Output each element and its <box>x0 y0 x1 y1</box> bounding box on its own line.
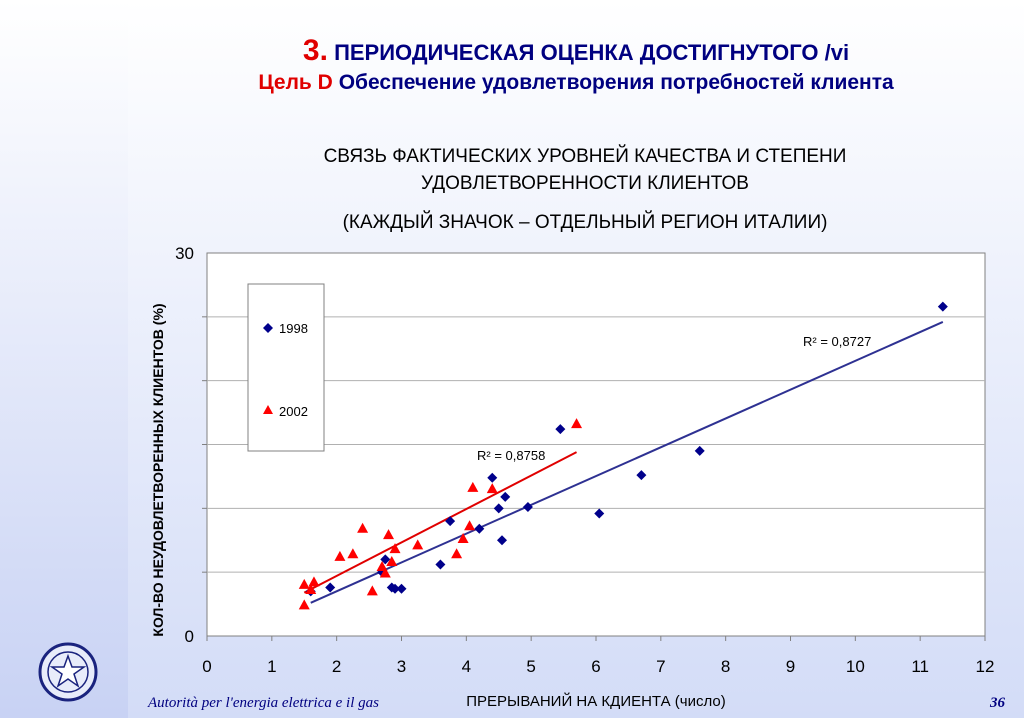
point-1998 <box>380 554 391 565</box>
x-tick-label: 11 <box>911 657 929 676</box>
legend-label-2002: 2002 <box>279 404 308 419</box>
footer-organization: Autorità per l'energia elettrica e il ga… <box>148 695 379 711</box>
x-tick-label: 9 <box>786 657 795 676</box>
point-2002 <box>457 532 469 543</box>
y-tick-label: 30 <box>175 244 194 263</box>
point-1998 <box>496 535 507 546</box>
subtitle-line-2: УДОВЛЕТВОРЕННОСТИ КЛИЕНТОВ <box>421 173 749 194</box>
y-tick-label: 0 <box>185 627 194 646</box>
grid-lines <box>207 316 985 573</box>
point-2002 <box>308 576 320 587</box>
trendline-2002 <box>303 451 578 594</box>
point-2002 <box>486 483 498 494</box>
point-1998 <box>522 502 533 513</box>
x-tick-label: 12 <box>976 657 995 676</box>
r2-label-2002: R² = 0,8758 <box>477 448 545 463</box>
x-tick-label: 4 <box>462 657 471 676</box>
point-1998 <box>937 301 948 312</box>
point-2002 <box>379 567 391 578</box>
heading-title: ПЕРИОДИЧЕСКАЯ ОЦЕНКА ДОСТИГНУТОГО /vi <box>334 40 850 65</box>
x-tick-label: 7 <box>656 657 665 676</box>
goal-prefix: Цель D <box>258 71 333 94</box>
heading-line-1: 3. ПЕРИОДИЧЕСКАЯ ОЦЕНКА ДОСТИГНУТОГО /vi <box>128 36 1024 68</box>
point-2002 <box>386 555 398 566</box>
point-1998 <box>555 424 566 435</box>
subtitle-line-1: СВЯЗЬ ФАКТИЧЕСКИХ УРОВНЕЙ КАЧЕСТВА И СТЕ… <box>323 146 847 167</box>
point-2002 <box>383 529 395 540</box>
page-number: 36 <box>990 695 1005 711</box>
point-1998 <box>493 503 504 514</box>
legend-marker-2002-triangle-icon <box>263 405 273 414</box>
point-1998 <box>396 583 407 594</box>
point-1998 <box>474 523 485 534</box>
point-2002 <box>357 522 369 533</box>
point-1998 <box>500 491 511 502</box>
point-2002 <box>412 539 424 550</box>
x-tick-label: 10 <box>846 657 865 676</box>
point-1998 <box>487 472 498 483</box>
slide-heading: 3. ПЕРИОДИЧЕСКАЯ ОЦЕНКА ДОСТИГНУТОГО /vi… <box>128 36 1024 98</box>
point-2002 <box>298 578 310 589</box>
x-tick-label: 0 <box>202 657 211 676</box>
x-axis-label: ПРЕРЫВАНИЙ НА КДИЕНТА (число) <box>466 692 725 710</box>
republic-emblem-icon <box>38 642 98 702</box>
point-1998 <box>594 508 605 519</box>
point-2002 <box>451 548 463 559</box>
point-2002 <box>305 584 317 595</box>
left-decorative-stripe <box>0 0 128 718</box>
heading-line-2: Цель D Обеспечение удовлетворения потреб… <box>128 68 1024 98</box>
point-1998 <box>694 445 705 456</box>
legend-marker-1998-diamond-icon <box>263 323 273 333</box>
x-tick-label: 1 <box>267 657 276 676</box>
trendlines <box>303 321 944 604</box>
point-1998 <box>390 583 401 594</box>
x-tick-label: 6 <box>591 657 600 676</box>
point-1998 <box>435 559 446 570</box>
point-2002 <box>366 585 378 596</box>
axis-ticks <box>202 316 986 641</box>
point-2002 <box>334 550 346 561</box>
data-points <box>298 301 948 610</box>
r2-label-1998: R² = 0,8727 <box>803 334 871 349</box>
trendline-1998 <box>310 321 944 604</box>
point-1998 <box>325 582 336 593</box>
y-axis-label: КОЛ-ВО НЕУДОВЛЕТВОРЕННЫХ КЛИЕНТОВ (%) <box>150 303 166 636</box>
legend: 1998 2002 <box>247 283 325 452</box>
point-2002 <box>571 418 583 429</box>
point-2002 <box>298 599 310 610</box>
point-1998 <box>445 516 456 527</box>
x-tick-label: 8 <box>721 657 730 676</box>
point-1998 <box>636 470 647 481</box>
x-tick-label: 3 <box>397 657 406 676</box>
point-2002 <box>347 548 359 559</box>
point-2002 <box>389 543 401 554</box>
x-tick-label: 2 <box>332 657 341 676</box>
goal-text: Обеспечение удовлетворения потребностей … <box>338 71 894 94</box>
chart-note: (КАЖДЫЙ ЗНАЧОК – ОТДЕЛЬНЫЙ РЕГИОН ИТАЛИИ… <box>342 212 828 233</box>
x-tick-label: 5 <box>526 657 535 676</box>
point-2002 <box>467 481 479 492</box>
chart-subtitle: СВЯЗЬ ФАКТИЧЕСКИХ УРОВНЕЙ КАЧЕСТВА И СТЕ… <box>230 143 940 197</box>
point-2002 <box>464 520 476 531</box>
legend-box <box>247 283 325 452</box>
section-number: 3. <box>302 34 328 67</box>
legend-label-1998: 1998 <box>279 321 308 336</box>
